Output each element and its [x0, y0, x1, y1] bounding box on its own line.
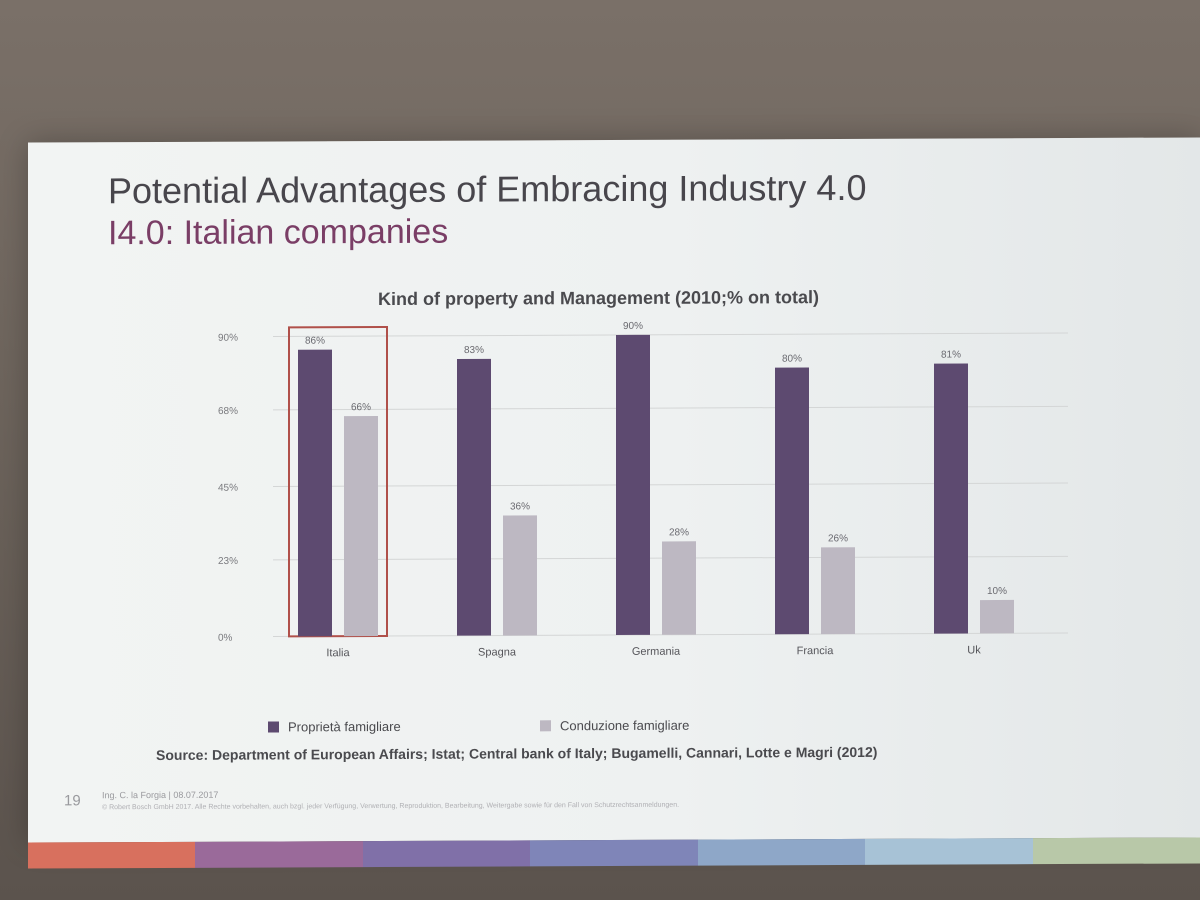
color-bar-segment: [865, 838, 1033, 865]
data-label: 81%: [941, 349, 961, 360]
data-label: 80%: [782, 354, 802, 365]
y-tick-label: 68%: [218, 406, 238, 417]
source-note: Source: Department of European Affairs; …: [156, 743, 878, 763]
highlight-box: [288, 325, 388, 638]
chart-title: Kind of property and Management (2010;% …: [378, 287, 820, 310]
bar: [980, 599, 1014, 634]
data-label: 10%: [987, 586, 1007, 597]
bar: [457, 358, 491, 636]
bar: [934, 363, 968, 634]
bar: [344, 416, 378, 637]
legend-item-conduzione: Conduzione famigliare: [540, 718, 689, 734]
data-label: 86%: [305, 336, 325, 347]
footer-author: Ing. C. la Forgia | 08.07.2017: [102, 789, 219, 801]
data-label: 90%: [623, 321, 643, 332]
legend-item-proprieta: Proprietà famigliare: [268, 719, 401, 735]
color-bar-segment: [530, 839, 698, 867]
slide-title: Potential Advantages of Embracing Indust…: [108, 166, 867, 212]
legend-swatch: [540, 720, 551, 732]
bar: [775, 367, 809, 635]
footer-copyright: © Robert Bosch GmbH 2017. Alle Rechte vo…: [102, 801, 680, 812]
bar: [821, 547, 855, 635]
gridline: [273, 332, 1068, 337]
color-bar-segment: [362, 840, 531, 868]
color-bar-segment: [28, 841, 196, 869]
bar: [616, 334, 650, 635]
data-label: 28%: [669, 527, 689, 538]
color-bar-segment: [697, 838, 866, 866]
bar: [503, 515, 537, 636]
data-label: 36%: [510, 501, 530, 512]
legend-swatch: [268, 721, 279, 733]
slide: Potential Advantages of Embracing Indust…: [28, 137, 1200, 843]
x-tick-label: Germania: [632, 646, 681, 658]
x-tick-label: Italia: [326, 647, 350, 659]
slide-subtitle: I4.0: Italian companies: [108, 212, 449, 253]
color-bar-segment: [195, 841, 363, 868]
bar: [662, 541, 696, 635]
x-tick-label: Uk: [967, 644, 981, 656]
y-tick-label: 23%: [218, 556, 238, 567]
data-label: 83%: [464, 345, 484, 356]
data-label: 66%: [351, 402, 371, 413]
page-number: 19: [64, 792, 81, 810]
footer-color-bar: [28, 837, 1200, 869]
x-tick-label: Francia: [797, 645, 835, 657]
data-label: 26%: [828, 533, 848, 544]
bar: [298, 349, 332, 637]
y-tick-label: 45%: [218, 483, 238, 494]
y-tick-label: 0%: [218, 633, 233, 644]
legend-label: Conduzione famigliare: [560, 717, 690, 734]
legend-label: Proprietà famigliare: [288, 718, 401, 735]
bar-chart: 0% 23% 45% 68% 90% 86% 66% Italia 83% 36% Spagna 90…: [218, 321, 1068, 659]
y-tick-label: 90%: [218, 333, 238, 344]
color-bar-segment: [1032, 837, 1200, 865]
x-tick-label: Spagna: [478, 646, 517, 658]
